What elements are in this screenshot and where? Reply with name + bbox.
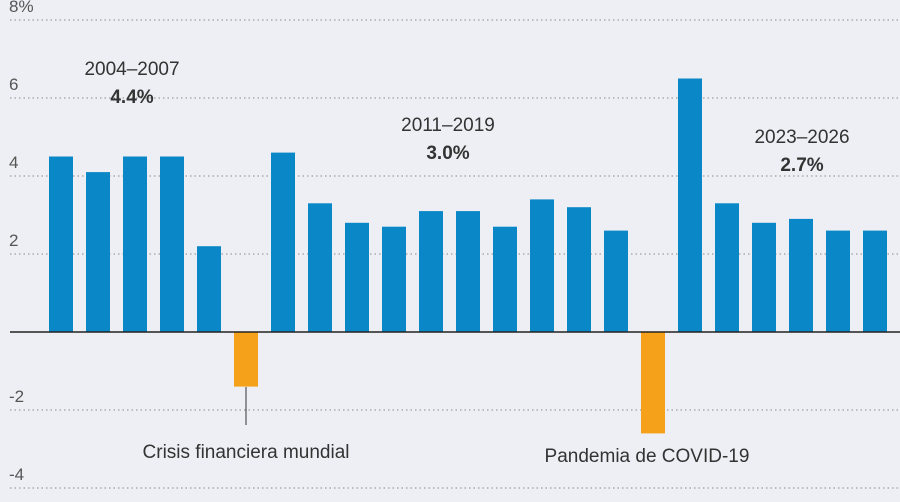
bar-2010	[271, 152, 295, 332]
bar-2011	[308, 203, 332, 332]
bar-2008	[197, 246, 221, 332]
bar-2014	[419, 211, 443, 332]
bar-2020	[641, 332, 665, 434]
bar-2021	[678, 78, 702, 332]
bar-2006	[123, 156, 147, 332]
bar-2013	[382, 226, 406, 332]
bar-2024	[789, 218, 813, 332]
bar-2019	[604, 230, 628, 332]
bar-2026	[863, 230, 887, 332]
y-tick-label: -2	[9, 387, 24, 406]
bar-2012	[345, 222, 369, 332]
period-label-1: 2004–2007	[84, 59, 179, 80]
bar-2025	[826, 230, 850, 332]
y-tick-label: -4	[9, 465, 24, 484]
y-tick-label: 6	[9, 75, 18, 94]
bar-2004	[49, 156, 73, 332]
bar-2005	[86, 172, 110, 332]
period-average-3: 2.7%	[780, 155, 823, 176]
y-tick-label: 8%	[9, 0, 34, 16]
period-average-1: 4.4%	[110, 87, 153, 108]
bar-2015	[456, 211, 480, 332]
y-tick-label: 2	[9, 231, 18, 250]
bar-2016	[493, 226, 517, 332]
bar-2007	[160, 156, 184, 332]
bar-2023	[752, 222, 776, 332]
callout-label-1: Crisis financiera mundial	[143, 442, 350, 463]
bar-2017	[530, 199, 554, 332]
period-label-2: 2011–2019	[401, 115, 495, 136]
y-tick-label: 4	[9, 153, 18, 172]
bar-2018	[567, 207, 591, 332]
period-label-3: 2023–2026	[754, 127, 849, 148]
period-average-2: 3.0%	[426, 143, 469, 164]
callout-label-2: Pandemia de COVID-19	[545, 446, 750, 467]
bar-2022	[715, 203, 739, 332]
bar-2009	[234, 332, 258, 387]
